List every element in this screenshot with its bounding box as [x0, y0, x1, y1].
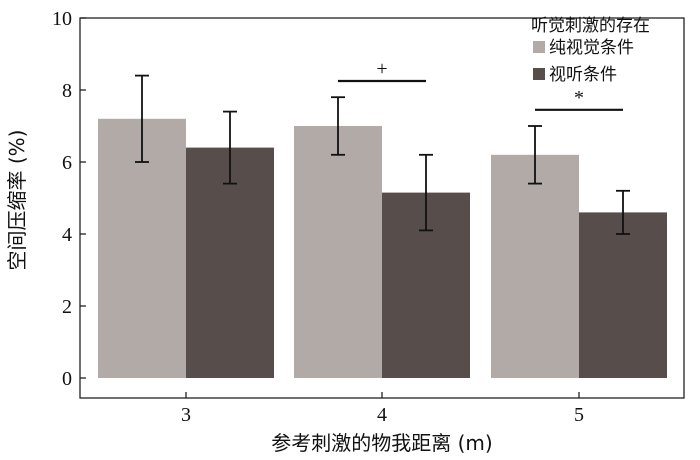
error-bar-visual-4	[331, 96, 345, 156]
error-bar-audiovisual-5	[616, 189, 630, 235]
y-tick-label: 10	[52, 8, 72, 30]
legend-swatch-visual	[533, 41, 545, 53]
x-tick-label: 5	[574, 404, 584, 426]
error-bar-visual-5	[528, 125, 542, 185]
y-axis: 0 2 4 6 8 10	[52, 8, 86, 390]
legend-label-audiovisual: 视听条件	[549, 65, 617, 85]
y-tick-label: 6	[62, 152, 72, 174]
significance-marker-5: *	[574, 87, 584, 109]
bar-audiovisual-3	[186, 147, 274, 378]
legend-label-visual: 纯视觉条件	[549, 38, 634, 58]
legend: 听觉刺激的存在 纯视觉条件 视听条件	[531, 16, 650, 85]
y-tick-label: 2	[62, 296, 72, 318]
x-tick-label: 4	[377, 404, 387, 426]
x-axis-title: 参考刺激的物我距离 (m)	[271, 431, 492, 455]
x-tick-label: 3	[181, 404, 191, 426]
x-axis: 3 4 5	[181, 392, 584, 426]
bar-visual-5	[491, 154, 579, 378]
legend-title: 听觉刺激的存在	[531, 16, 650, 36]
y-tick-label: 4	[62, 224, 72, 246]
error-bar-audiovisual-3	[223, 110, 237, 185]
error-bars-group	[135, 74, 630, 235]
significance-group: +*	[338, 58, 623, 111]
y-axis-title: 空间压缩率 (%)	[5, 130, 29, 271]
legend-swatch-audiovisual	[533, 68, 545, 80]
bars-group	[98, 118, 667, 379]
bar-audiovisual-5	[579, 212, 667, 378]
error-bar-audiovisual-4	[419, 153, 433, 232]
significance-marker-4: +	[376, 58, 387, 80]
y-tick-label: 0	[62, 368, 72, 390]
error-bar-visual-3	[135, 74, 149, 163]
y-tick-label: 8	[62, 80, 72, 102]
bar-visual-4	[294, 126, 382, 378]
